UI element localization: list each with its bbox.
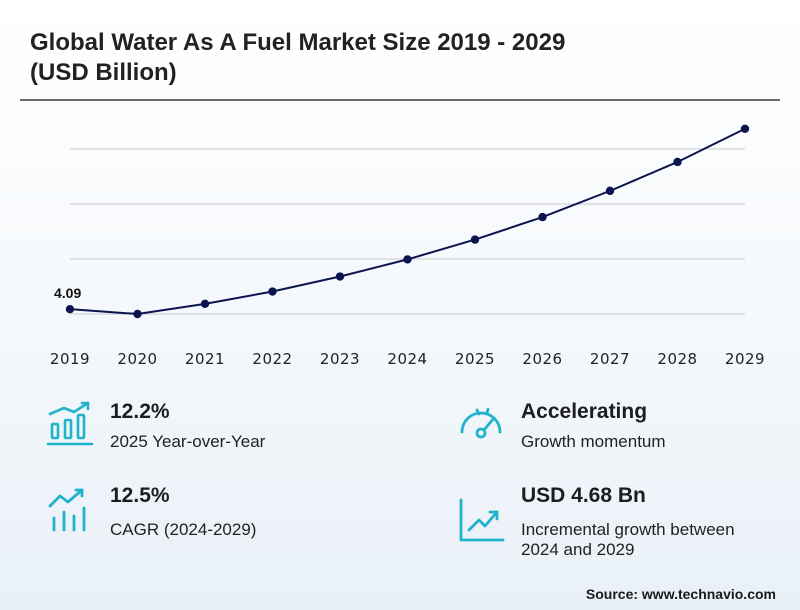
data-point-2028 bbox=[673, 157, 682, 167]
x-tick-label: 2027 bbox=[590, 350, 630, 368]
x-tick-label: 2023 bbox=[320, 350, 360, 368]
data-point-2022 bbox=[268, 287, 277, 296]
title-divider bbox=[20, 99, 780, 101]
trend-bars-icon bbox=[48, 488, 86, 532]
kpi-yoy-value: 12.2% bbox=[110, 400, 170, 423]
kpi-cagr: 12.5% CAGR (2024-2029) bbox=[46, 484, 366, 544]
market-size-line-chart: 4.09 2019 2020 2021 2022 2023 2024 2025 2026 202… bbox=[50, 124, 765, 368]
data-point-2026 bbox=[538, 212, 547, 222]
data-point-2019 bbox=[65, 304, 75, 314]
data-point-2024 bbox=[403, 255, 412, 264]
x-tick-label: 2019 bbox=[50, 350, 90, 368]
series-line bbox=[69, 127, 746, 316]
x-tick-label: 2021 bbox=[185, 350, 225, 368]
data-label: 4.09 bbox=[54, 285, 81, 301]
x-tick-label: 2026 bbox=[522, 350, 562, 368]
x-tick-label: 2028 bbox=[657, 350, 697, 368]
page-title: Global Water As A Fuel Market Size 2019 … bbox=[30, 29, 566, 86]
kpi-momentum-label: Growth momentum bbox=[521, 432, 666, 451]
kpi-incremental: USD 4.68 Bn Incremental growth between 2… bbox=[457, 484, 777, 564]
data-point-2029 bbox=[740, 124, 750, 133]
x-tick-label: 2025 bbox=[455, 350, 495, 368]
line-chart-up-icon bbox=[459, 498, 505, 542]
source-credit: Source: www.technavio.com bbox=[585, 586, 776, 602]
kpi-momentum-value: Accelerating bbox=[521, 400, 648, 423]
x-tick-label: 2029 bbox=[725, 350, 765, 368]
kpi-cagr-label: CAGR (2024-2029) bbox=[110, 520, 257, 539]
kpi-cagr-value: 12.5% bbox=[110, 484, 170, 507]
data-point-2023 bbox=[335, 272, 345, 281]
bar-chart-growth-icon bbox=[46, 401, 94, 446]
x-tick-label: 2024 bbox=[387, 350, 427, 368]
data-point-2020 bbox=[133, 309, 142, 319]
data-point-2027 bbox=[605, 186, 615, 196]
speedometer-icon bbox=[460, 407, 502, 439]
x-tick-label: 2020 bbox=[117, 350, 157, 368]
data-point-2025 bbox=[470, 235, 480, 244]
kpi-yoy-label: 2025 Year-over-Year bbox=[110, 432, 266, 451]
kpi-yoy: 12.2% 2025 Year-over-Year bbox=[46, 400, 366, 460]
kpi-momentum: Accelerating Growth momentum bbox=[457, 400, 777, 460]
kpi-incremental-value: USD 4.68 Bn bbox=[521, 484, 646, 507]
data-point-2021 bbox=[200, 299, 210, 309]
kpi-incremental-label: Incremental growth between 2024 and 2029 bbox=[521, 520, 735, 559]
x-tick-label: 2022 bbox=[252, 350, 292, 368]
